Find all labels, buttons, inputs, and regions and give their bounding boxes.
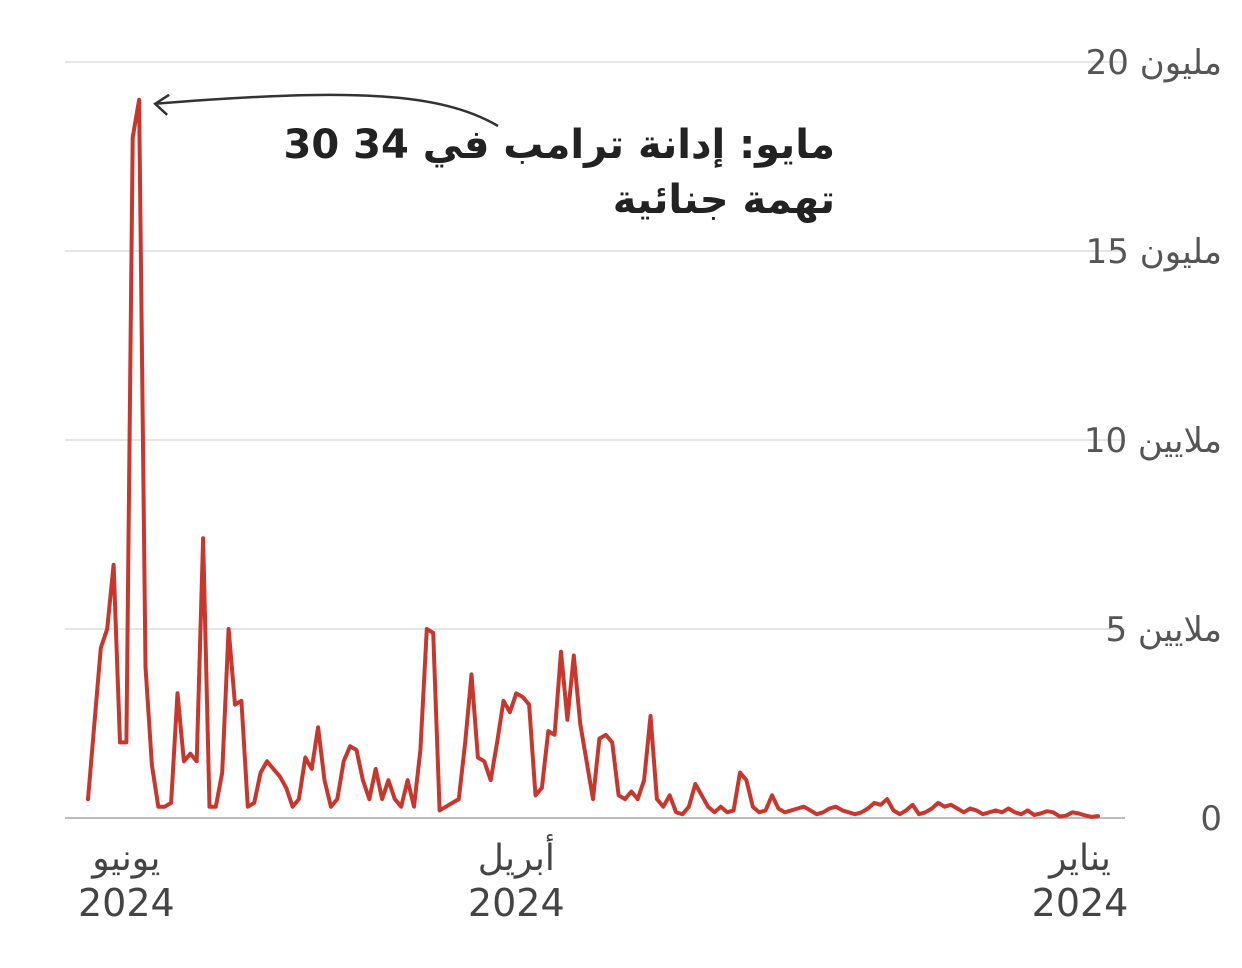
x-tick-year-1: 2024 xyxy=(468,881,565,925)
series-layer xyxy=(86,97,1100,819)
annotation-arrowhead-icon xyxy=(153,93,170,116)
annotation-text-line1: 30 مايو: إدانة ترامب في 34 xyxy=(284,122,835,168)
x-tick-year-0: 2024 xyxy=(1032,881,1129,925)
series-line-0 xyxy=(86,97,1100,819)
y-tick-label-0: 0 xyxy=(1200,799,1222,839)
x-tick-month-2: يونيو xyxy=(90,838,160,879)
annotation: 30 مايو: إدانة ترامب في 34 تهمة جنائية xyxy=(153,93,835,223)
annotation-text-line2: تهمة جنائية xyxy=(613,177,835,223)
y-tick-label-2: 10 ملايين xyxy=(1084,421,1222,461)
annotation-arrow xyxy=(155,93,499,128)
grid-lines xyxy=(65,61,1125,819)
y-tick-label-3: 15 مليون xyxy=(1086,232,1222,272)
x-tick-year-2: 2024 xyxy=(78,881,175,925)
y-tick-label-4: 20 مليون xyxy=(1086,43,1222,83)
y-tick-label-1: 5 ملايين xyxy=(1105,610,1222,650)
x-tick-month-0: يناير xyxy=(1047,838,1111,879)
x-tick-month-1: أبريل xyxy=(478,834,555,879)
y-axis-ticks: 0 5 ملايين 10 ملايين 15 مليون 20 مليون xyxy=(1084,43,1222,839)
